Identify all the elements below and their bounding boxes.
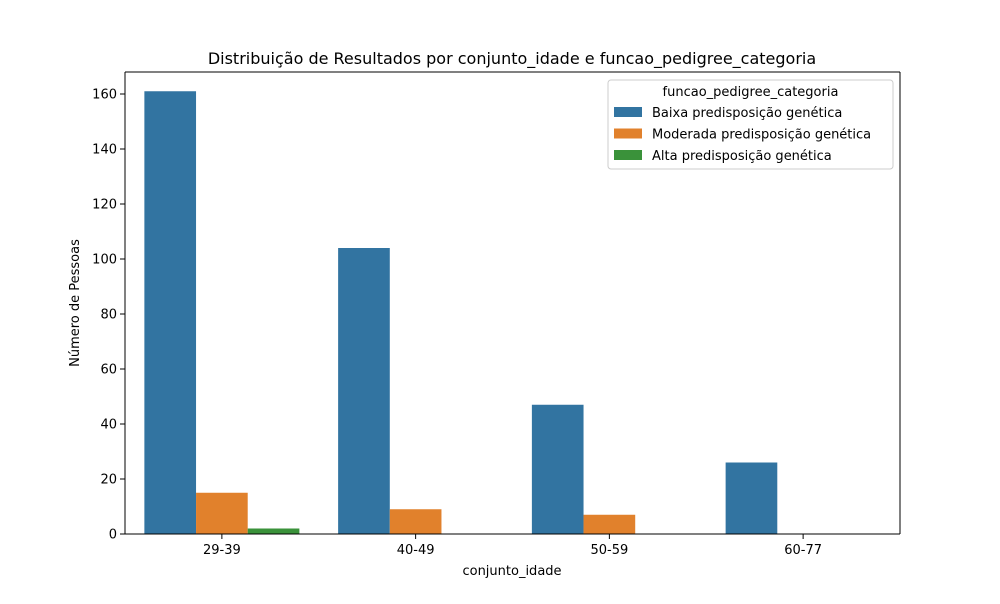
y-tick-label: 140 (92, 143, 117, 158)
y-tick-label: 20 (100, 473, 117, 488)
x-tick-label: 40-49 (397, 543, 435, 558)
bar-29-39-series-0 (144, 91, 197, 534)
chart-title: Distribuição de Resultados por conjunto_… (208, 49, 816, 69)
bar-60-77-series-0 (725, 462, 778, 534)
legend-swatch (614, 150, 642, 160)
y-tick-label: 60 (100, 363, 117, 378)
legend-label: Baixa predisposição genética (652, 106, 842, 121)
y-tick-label: 80 (100, 308, 117, 323)
plot-area: 0 20 40 60 80 100 120 140 160 29-39 40-49 50-59 60-7… (92, 71, 901, 558)
legend-title: funcao_pedigree_categoria (663, 85, 839, 100)
x-axis-label: conjunto_idade (462, 564, 561, 579)
y-tick-label: 0 (109, 528, 117, 543)
legend: funcao_pedigree_categoria Baixa predispos… (607, 79, 894, 170)
y-tick-label: 120 (92, 198, 117, 213)
y-axis-label: Número de Pessoas (68, 239, 83, 367)
y-tick-label: 160 (92, 88, 117, 103)
bar-29-39-series-1 (196, 492, 248, 534)
legend-swatch (614, 107, 642, 117)
bar-40-49-series-1 (389, 509, 442, 534)
bar-50-59-series-1 (583, 514, 636, 534)
bar-40-49-series-0 (338, 248, 390, 534)
legend-label: Moderada predisposição genética (652, 128, 871, 143)
bar-29-39-series-2 (247, 528, 300, 534)
y-tick-label: 40 (100, 418, 117, 433)
x-tick-label: 29-39 (203, 543, 241, 558)
x-tick-label: 60-77 (784, 543, 822, 558)
y-tick-label: 100 (92, 253, 117, 268)
legend-box (607, 79, 894, 170)
bar-50-59-series-0 (531, 404, 584, 534)
x-tick-label: 50-59 (590, 543, 628, 558)
legend-label: Alta predisposição genética (652, 149, 832, 164)
legend-swatch (614, 128, 642, 139)
